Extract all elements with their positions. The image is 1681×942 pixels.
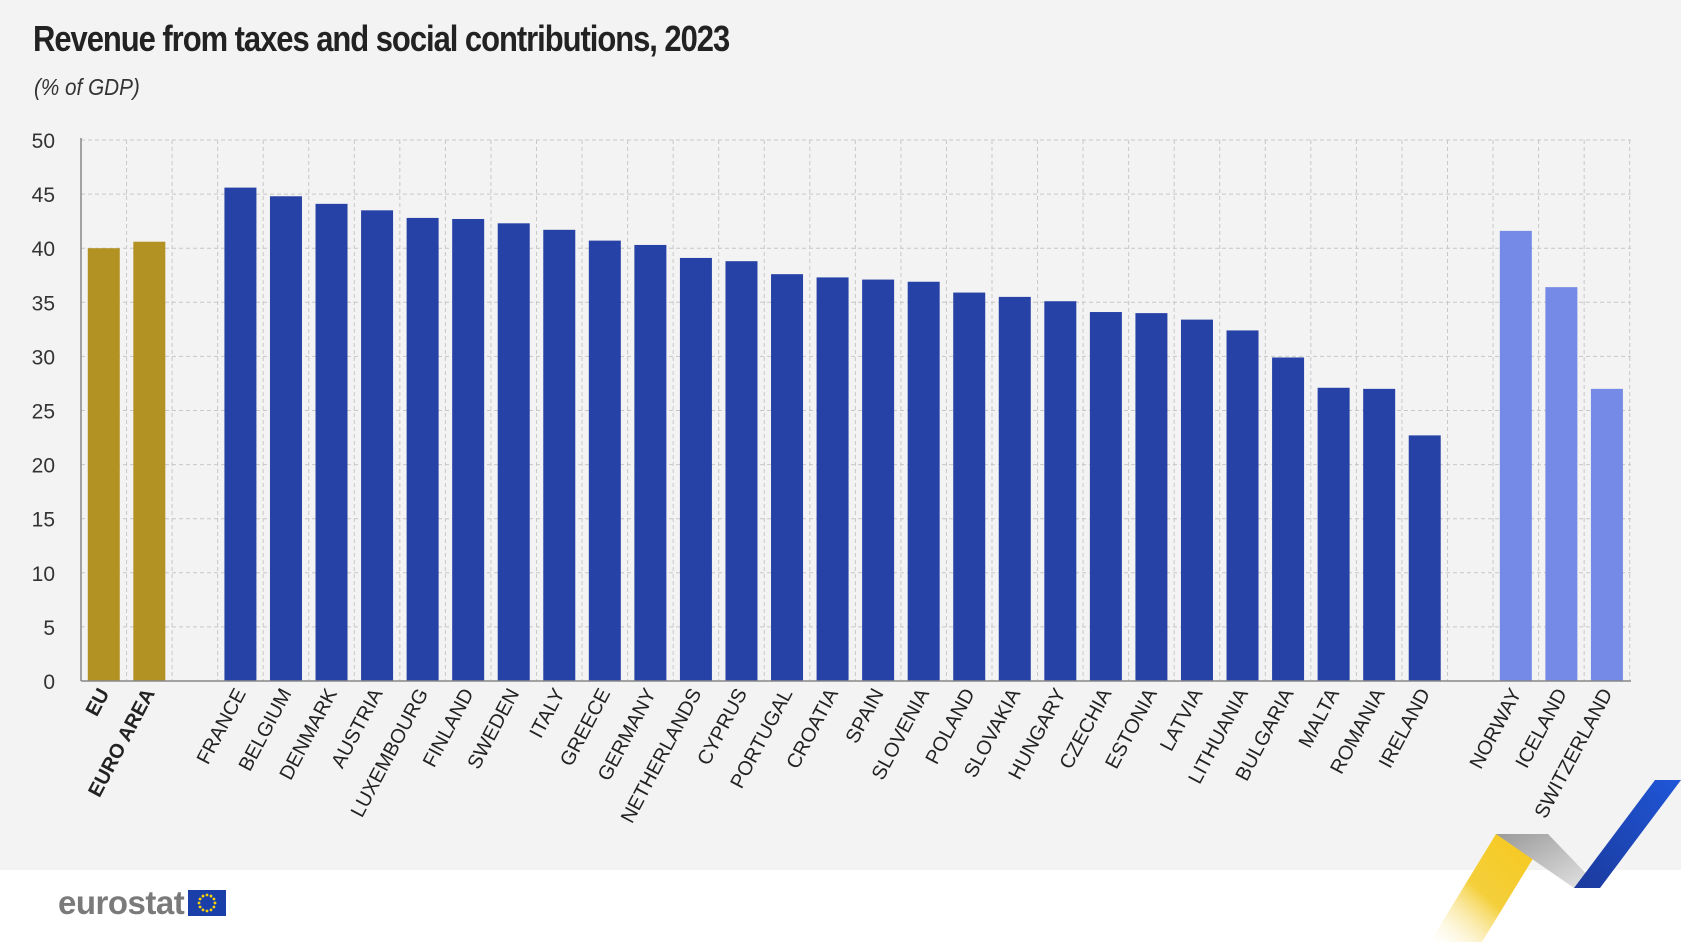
bar-ireland (1408, 435, 1441, 681)
y-tick-label: 30 (32, 346, 55, 369)
bar-croatia (816, 277, 849, 681)
bars (87, 187, 1623, 682)
bar-spain (862, 279, 895, 681)
eurostat-logo: eurostat (58, 884, 227, 922)
flag-star (213, 901, 217, 905)
ribbon-grey (1496, 834, 1600, 888)
bar-belgium (269, 196, 302, 681)
bar-iceland (1545, 287, 1578, 681)
bar-latvia (1180, 319, 1213, 681)
y-tick-label: 5 (43, 617, 55, 640)
bar-romania (1363, 388, 1396, 681)
bar-poland (953, 292, 986, 681)
y-tick-label: 35 (32, 292, 55, 315)
bar-austria (361, 210, 394, 681)
flag-star (212, 905, 216, 909)
bar-switzerland (1590, 388, 1623, 681)
bar-denmark (315, 203, 348, 681)
bar-italy (543, 229, 576, 681)
flag-star (201, 894, 205, 898)
eu-flag-icon (188, 890, 227, 916)
flag-star (212, 897, 216, 901)
bar-germany (634, 244, 667, 682)
flag-star (198, 897, 202, 901)
flag-star (197, 901, 201, 905)
y-tick-label: 15 (32, 509, 55, 532)
bar-finland (452, 218, 485, 681)
y-tick-label: 50 (32, 130, 55, 153)
y-tick-label: 25 (32, 401, 55, 424)
ribbon-blue (1574, 780, 1681, 888)
bar-slovenia (907, 281, 940, 681)
bar-norway (1499, 230, 1532, 681)
bar-hungary (1044, 301, 1077, 681)
y-tick-label: 0 (43, 671, 55, 694)
bar-france (224, 187, 257, 681)
bar-greece (588, 240, 621, 681)
footer-band (0, 870, 1681, 942)
bar-eu (87, 248, 120, 681)
bar-lithuania (1226, 330, 1259, 681)
bar-netherlands (679, 257, 712, 681)
y-tick-label: 20 (32, 455, 55, 478)
bar-euro-area (133, 241, 166, 681)
bar-portugal (771, 274, 804, 681)
bar-luxembourg (406, 217, 439, 682)
bar-malta (1317, 387, 1350, 681)
flag-star (205, 893, 209, 897)
y-tick-label: 10 (32, 563, 55, 586)
flag-star (201, 908, 205, 912)
logo-wordmark: eurostat (58, 884, 185, 921)
y-tick-label: 40 (32, 238, 55, 261)
flag-star (205, 909, 209, 913)
flag-star (198, 905, 202, 909)
flag-star (209, 894, 213, 898)
axes: 0 5 10 15 20 25 30 35 40 45 50 (32, 130, 1631, 694)
y-tick-label: 45 (32, 184, 55, 207)
bar-bulgaria (1272, 357, 1305, 681)
bar-estonia (1135, 313, 1168, 681)
chart-subtitle: (% of GDP) (34, 74, 140, 100)
ribbon-yellow (1430, 834, 1548, 942)
flag-star (209, 908, 213, 912)
chart-title: Revenue from taxes and social contributi… (33, 18, 730, 59)
bar-cyprus (725, 261, 758, 681)
bar-czechia (1089, 312, 1122, 681)
bar-sweden (497, 223, 530, 681)
bar-slovakia (998, 296, 1031, 681)
